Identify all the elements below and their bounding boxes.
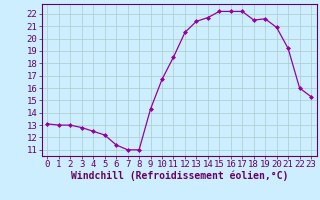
X-axis label: Windchill (Refroidissement éolien,°C): Windchill (Refroidissement éolien,°C) bbox=[70, 171, 288, 181]
